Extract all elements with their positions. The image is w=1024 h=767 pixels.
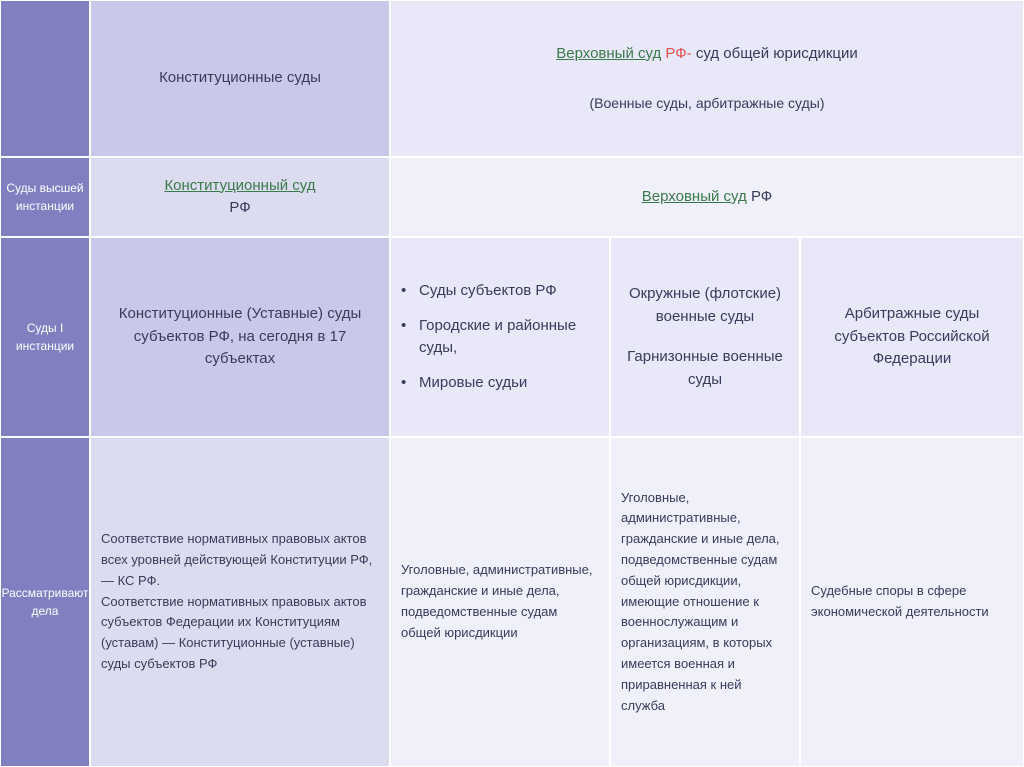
row3-label: Суды I инстанции — [0, 237, 90, 437]
row4-military-text: Уголовные, административные, гражданские… — [621, 488, 789, 717]
row4-military: Уголовные, административные, гражданские… — [610, 437, 800, 767]
list-item: Мировые судьи — [401, 372, 599, 395]
arbitration-text: Арбитражные суды субъектов Российской Фе… — [811, 303, 1013, 371]
supreme-tail: суд общей юрисдикции — [696, 45, 858, 62]
military-2: Гарнизонные военные суды — [621, 346, 789, 391]
row4-arb-text: Судебные споры в сфере экономической дея… — [811, 581, 1013, 623]
row4-label: Рассматривают дела — [0, 437, 90, 767]
const-court-link[interactable]: Конституционный суд — [164, 177, 315, 194]
supreme-link[interactable]: Верховный суд — [556, 45, 661, 62]
row4-general-text: Уголовные, административные, гражданские… — [401, 560, 599, 643]
header-supreme: Верховный суд РФ- суд общей юрисдикции (… — [390, 0, 1024, 157]
list-item: Суды субъектов РФ — [401, 280, 599, 303]
row2-label: Суды высшей инстанции — [0, 157, 90, 237]
military-1: Окружные (флотские) военные суды — [621, 283, 789, 328]
header-constitutional: Конституционные суды — [90, 0, 390, 157]
row3-arbitration: Арбитражные суды субъектов Российской Фе… — [800, 237, 1024, 437]
row4-const-text: Соответствие нормативных правовых актов … — [101, 529, 379, 675]
row4-arbitration: Судебные споры в сфере экономической дея… — [800, 437, 1024, 767]
supreme-court-tail: РФ — [751, 188, 772, 205]
header-supreme-line: Верховный суд РФ- суд общей юрисдикции — [556, 43, 858, 66]
supreme-rf: РФ- — [665, 45, 691, 62]
list-item: Городские и районные суды, — [401, 315, 599, 360]
supreme-court-link[interactable]: Верховный суд — [642, 188, 747, 205]
row2-supreme: Верховный суд РФ — [390, 157, 1024, 237]
row3-general: Суды субъектов РФ Городские и районные с… — [390, 237, 610, 437]
general-courts-list: Суды субъектов РФ Городские и районные с… — [401, 268, 599, 406]
row4-const: Соответствие нормативных правовых актов … — [90, 437, 390, 767]
header-const-text: Конституционные суды — [159, 67, 321, 90]
row3-military: Окружные (флотские) военные суды Гарнизо… — [610, 237, 800, 437]
const-court-tail: РФ — [229, 199, 250, 216]
row3-const: Конституционные (Уставные) суды субъекто… — [90, 237, 390, 437]
row3-const-text: Конституционные (Уставные) суды субъекто… — [101, 303, 379, 371]
row2-const: Конституционный суд РФ — [90, 157, 390, 237]
supreme-sub: (Военные суды, арбитражные суды) — [590, 93, 825, 114]
corner-cell — [0, 0, 90, 157]
court-table: Конституционные суды Верховный суд РФ- с… — [0, 0, 1024, 767]
row4-general: Уголовные, административные, гражданские… — [390, 437, 610, 767]
